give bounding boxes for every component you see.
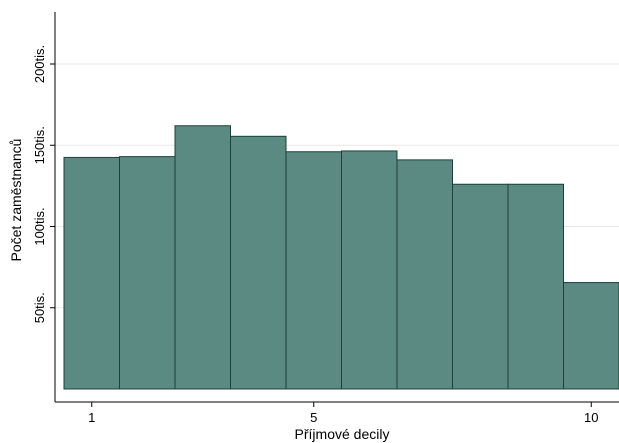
y-tick-label-1: 100tis.	[32, 207, 47, 245]
bar-decile-5	[285, 151, 342, 390]
x-tick-label-1: 1	[88, 410, 95, 425]
bar-decile-9	[507, 183, 564, 390]
x-tick-label-10: 10	[584, 410, 598, 425]
y-tick-label-0: 50tis.	[32, 292, 47, 323]
bar-decile-2	[119, 156, 176, 390]
bar-decile-4	[230, 135, 287, 390]
x-ticks: 1 5 10	[88, 402, 598, 425]
bar-decile-10	[563, 282, 619, 390]
y-tick-label-3: 200tis.	[32, 45, 47, 83]
y-axis-title: Počet zaměstnanců	[8, 139, 24, 262]
x-axis-title: Příjmové decily	[295, 426, 390, 442]
bar-decile-6	[341, 150, 398, 390]
x-tick-label-5: 5	[310, 410, 317, 425]
bars	[63, 125, 619, 390]
bar-decile-8	[452, 183, 509, 390]
bar-decile-1	[63, 156, 120, 390]
y-tick-label-2: 150tis.	[32, 126, 47, 164]
y-ticks: 50tis. 100tis. 150tis. 200tis.	[32, 45, 55, 323]
bar-decile-7	[396, 159, 453, 390]
bar-decile-3	[174, 125, 231, 390]
